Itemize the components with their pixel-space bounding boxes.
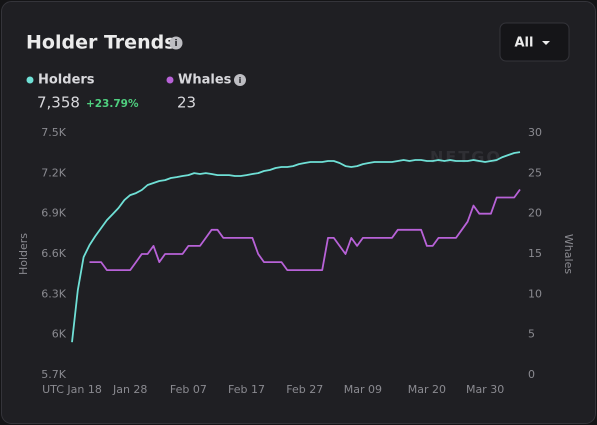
x-tick-label: Feb 17	[228, 383, 265, 396]
y-tick-label: 6.6K	[41, 247, 66, 260]
x-tick-label: Mar 20	[408, 383, 446, 396]
y2-tick-label: 15	[528, 247, 542, 260]
legend-value: 7,358	[37, 94, 80, 112]
y2-tick-label: 0	[528, 368, 535, 381]
y-tick-label: 6.3K	[41, 287, 66, 300]
legend-label: Holders	[38, 73, 95, 88]
y2-axis-label: Whales	[562, 234, 575, 274]
series-line	[71, 151, 521, 343]
legend-label: Whales	[178, 73, 232, 88]
legend-dot	[166, 76, 174, 84]
y-tick-label: 6K	[52, 328, 67, 341]
watermark: NETGO	[430, 148, 502, 167]
info-glyph: i	[239, 76, 242, 85]
series-line	[89, 188, 521, 271]
y2-tick-label: 30	[528, 126, 542, 139]
x-tick-label: Feb 07	[170, 383, 207, 396]
y2-tick-label: 5	[528, 328, 535, 341]
y-tick-label: 6.9K	[41, 207, 66, 220]
y-tick-label: 7.5K	[41, 126, 66, 139]
filter-label: All	[515, 36, 534, 51]
y2-tick-label: 10	[528, 287, 542, 300]
y-axis-label: Holders	[17, 233, 30, 275]
y2-tick-label: 25	[528, 166, 542, 179]
y2-tick-label: 20	[528, 207, 542, 220]
y-tick-label: 5.7K	[41, 368, 66, 381]
info-icon[interactable]	[234, 74, 246, 86]
dropdown-caret	[542, 41, 550, 45]
legend-value: 23	[177, 94, 196, 112]
info-icon[interactable]	[169, 36, 183, 50]
x-tick-label: Mar 30	[466, 383, 504, 396]
legend-dot	[26, 76, 34, 84]
x-tick-label: Mar 09	[344, 383, 382, 396]
info-glyph: i	[174, 39, 177, 49]
legend-change: +23.79%	[86, 98, 139, 110]
y-tick-label: 7.2K	[41, 166, 66, 179]
chart-title: Holder Trends	[26, 32, 176, 54]
filter-button[interactable]	[499, 22, 570, 62]
x-tick-label: Jan 28	[112, 383, 147, 396]
x-tick-label: Feb 27	[286, 383, 323, 396]
x-tick-label: UTC Jan 18	[42, 383, 102, 396]
